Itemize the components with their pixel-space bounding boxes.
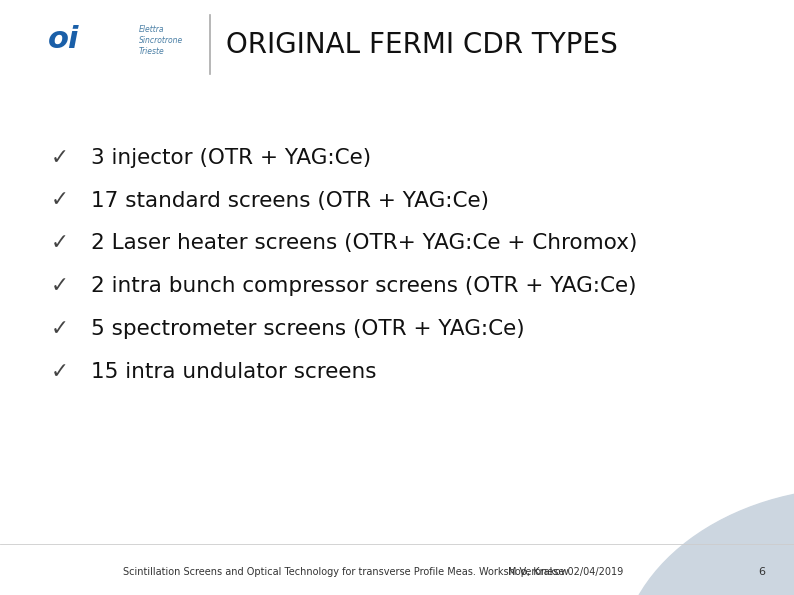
Text: 2 intra bunch compressor screens (OTR + YAG:Ce): 2 intra bunch compressor screens (OTR + … (91, 276, 637, 296)
Text: ✓: ✓ (51, 190, 68, 211)
Text: Trieste: Trieste (139, 46, 164, 56)
Circle shape (619, 488, 794, 595)
Text: ✓: ✓ (51, 362, 68, 382)
Text: 3 injector (OTR + YAG:Ce): 3 injector (OTR + YAG:Ce) (91, 148, 372, 168)
Text: M.Veronese 02/04/2019: M.Veronese 02/04/2019 (508, 568, 623, 577)
Text: Sincrotrone: Sincrotrone (139, 36, 183, 45)
Text: ✓: ✓ (51, 319, 68, 339)
Text: 15 intra undulator screens: 15 intra undulator screens (91, 362, 377, 382)
Text: 17 standard screens (OTR + YAG:Ce): 17 standard screens (OTR + YAG:Ce) (91, 190, 489, 211)
Text: Scintillation Screens and Optical Technology for transverse Profile Meas. Worksh: Scintillation Screens and Optical Techno… (123, 568, 569, 577)
Text: ✓: ✓ (51, 233, 68, 253)
Text: 6: 6 (759, 568, 765, 577)
Text: oi: oi (48, 26, 79, 54)
Text: ✓: ✓ (51, 276, 68, 296)
Text: Elettra: Elettra (139, 25, 164, 35)
Text: ORIGINAL FERMI CDR TYPES: ORIGINAL FERMI CDR TYPES (226, 31, 618, 60)
Text: 2 Laser heater screens (OTR+ YAG:Ce + Chromox): 2 Laser heater screens (OTR+ YAG:Ce + Ch… (91, 233, 638, 253)
Text: ✓: ✓ (51, 148, 68, 168)
Text: 5 spectrometer screens (OTR + YAG:Ce): 5 spectrometer screens (OTR + YAG:Ce) (91, 319, 525, 339)
